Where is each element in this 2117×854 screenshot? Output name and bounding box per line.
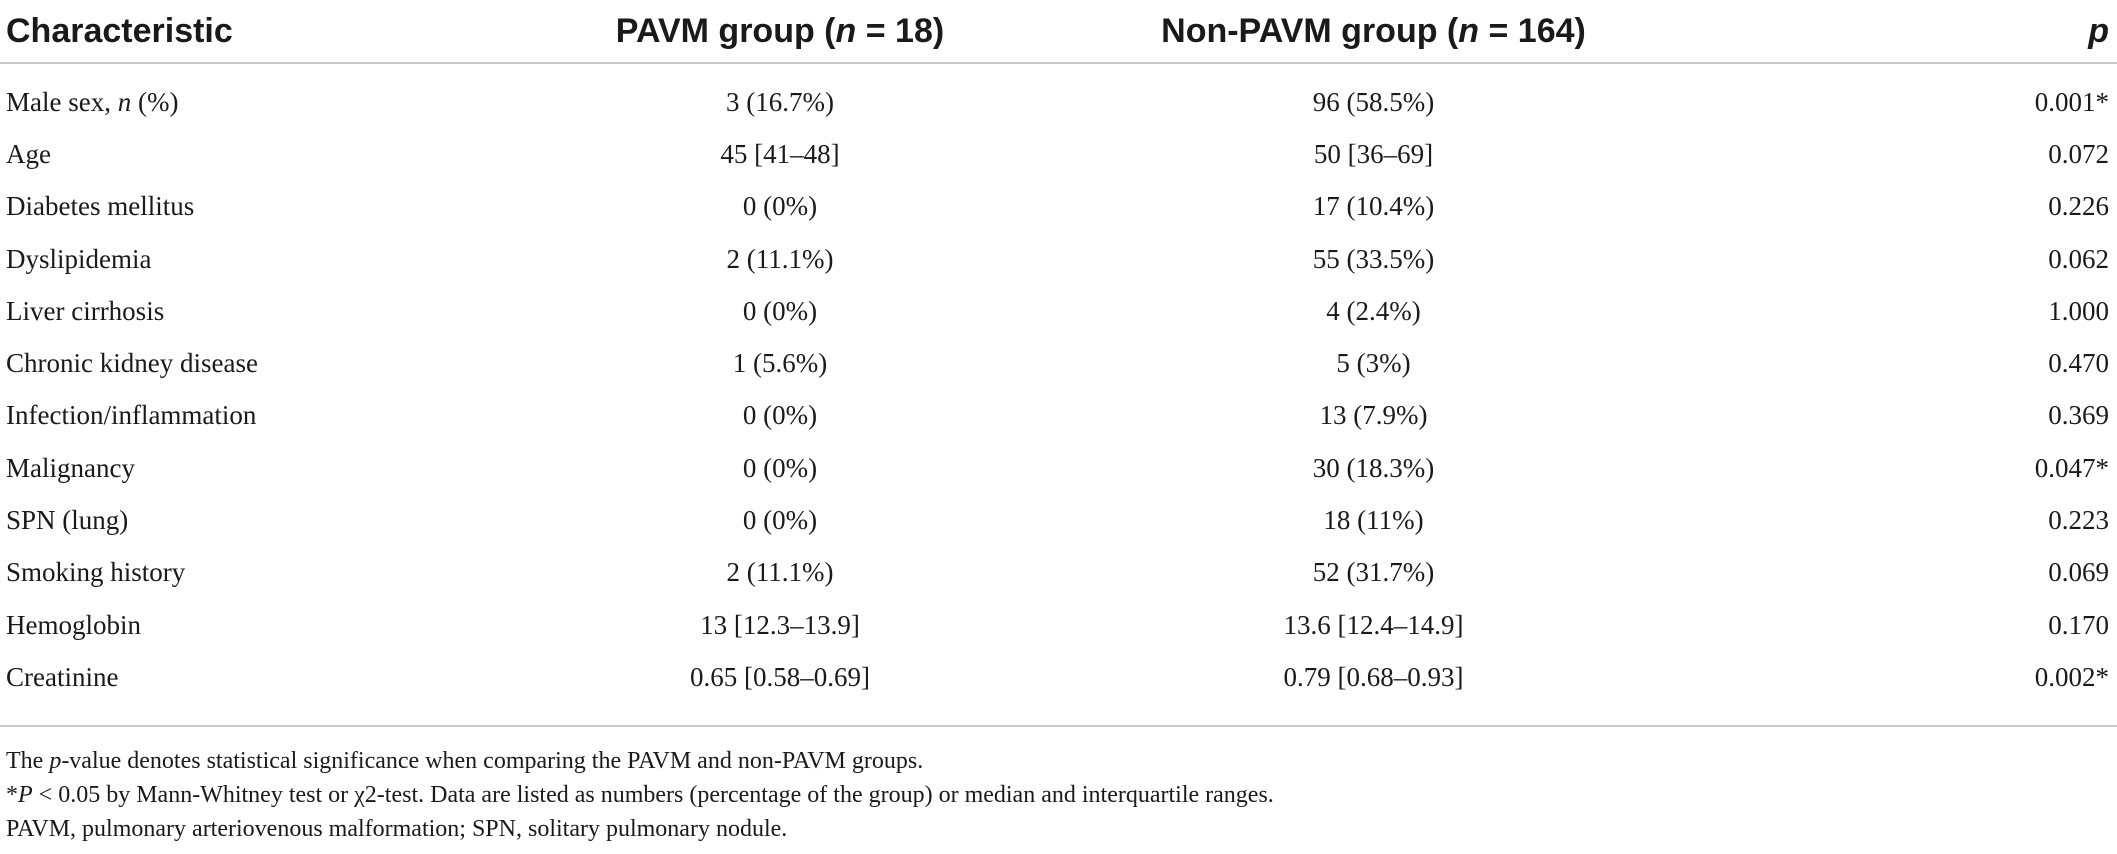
cell-pavm: 0 (0%) xyxy=(742,400,818,431)
cell-p-value: 0.470 xyxy=(2048,348,2109,379)
header-pavm-suffix: = 18) xyxy=(856,11,945,50)
table-row: Smoking history 2 (11.1%) 52 (31.7%) 0.0… xyxy=(0,547,2117,599)
header-pavm-group: PAVM group (n = 18) xyxy=(520,0,1040,64)
cell-characteristic: Male sex, n (%) xyxy=(0,63,520,128)
cell-pavm: 0 (0%) xyxy=(742,505,818,536)
cell-characteristic: Diabetes mellitus xyxy=(6,191,195,222)
table-row: Hemoglobin 13 [12.3–13.9] 13.6 [12.4–14.… xyxy=(0,599,2117,651)
cell-p-value: 0.223 xyxy=(2048,505,2109,536)
cell-characteristic: Hemoglobin xyxy=(6,609,141,640)
cell-p-value: 0.002* xyxy=(2034,661,2109,692)
cell-p-value: 0.001* xyxy=(2034,86,2109,117)
footnote-italic: P xyxy=(18,782,33,808)
header-characteristic-label: Characteristic xyxy=(6,11,233,50)
cell-non-pavm: 0.79 [0.68–0.93] xyxy=(1283,661,1464,692)
char-suffix: (%) xyxy=(131,86,179,117)
cell-characteristic: Creatinine xyxy=(6,661,119,692)
cell-non-pavm: 4 (2.4%) xyxy=(1326,295,1421,326)
cell-characteristic: Malignancy xyxy=(6,452,135,483)
cell-non-pavm: 5 (3%) xyxy=(1336,348,1411,379)
cell-p-value: 1.000 xyxy=(2048,295,2109,326)
cell-non-pavm: 55 (33.5%) xyxy=(1312,243,1435,274)
cell-non-pavm: 96 (58.5%) xyxy=(1312,86,1435,117)
table-bottom-divider xyxy=(0,725,2117,727)
cell-p-value: 0.062 xyxy=(2048,243,2109,274)
cell-p-value: 0.069 xyxy=(2048,557,2109,588)
cell-non-pavm: 17 (10.4%) xyxy=(1312,191,1435,222)
header-non-prefix: Non-PAVM group ( xyxy=(1161,11,1459,50)
data-table-container: Characteristic PAVM group (n = 18) Non-P… xyxy=(0,0,2117,704)
header-non-suffix: = 164) xyxy=(1479,11,1586,50)
table-row: SPN (lung) 0 (0%) 18 (11%) 0.223 xyxy=(0,494,2117,546)
header-non-pavm-group: Non-PAVM group (n = 164) xyxy=(1040,0,1707,64)
table-row: Chronic kidney disease 1 (5.6%) 5 (3%) 0… xyxy=(0,337,2117,389)
cell-pavm: 3 (16.7%) xyxy=(726,86,834,117)
cell-characteristic: Smoking history xyxy=(6,557,186,588)
characteristics-table: Characteristic PAVM group (n = 18) Non-P… xyxy=(0,0,2117,704)
cell-pavm: 0 (0%) xyxy=(742,295,818,326)
cell-pavm: 0 (0%) xyxy=(742,191,818,222)
cell-non-pavm: 52 (31.7%) xyxy=(1312,557,1435,588)
cell-p-value: 0.170 xyxy=(2048,609,2109,640)
table-row: Diabetes mellitus 0 (0%) 17 (10.4%) 0.22… xyxy=(0,181,2117,233)
header-p-label: p xyxy=(2088,11,2109,50)
table-row: Age 45 [41–48] 50 [36–69] 0.072 xyxy=(0,128,2117,180)
footnote-text: * xyxy=(6,782,18,808)
table-row: Male sex, n (%) 3 (16.7%) 96 (58.5%) 0.0… xyxy=(0,63,2117,128)
header-p-value: p xyxy=(1707,0,2117,64)
cell-pavm: 2 (11.1%) xyxy=(726,557,834,588)
cell-characteristic: Liver cirrhosis xyxy=(6,295,165,326)
cell-characteristic: Dyslipidemia xyxy=(6,243,152,274)
footnote-text: < 0.05 by Mann-Whitney test or χ2-test. … xyxy=(32,782,1274,808)
header-pavm-n: n xyxy=(835,11,857,50)
cell-characteristic: Infection/inflammation xyxy=(6,400,257,431)
cell-pavm: 2 (11.1%) xyxy=(726,243,834,274)
cell-pavm: 0.65 [0.58–0.69] xyxy=(690,661,870,692)
table-row: Infection/inflammation 0 (0%) 13 (7.9%) … xyxy=(0,390,2117,442)
table-row: Creatinine 0.65 [0.58–0.69] 0.79 [0.68–0… xyxy=(0,651,2117,703)
footnote-text: -value denotes statistical significance … xyxy=(61,748,924,774)
header-characteristic: Characteristic xyxy=(0,0,520,64)
char-text: Male sex, xyxy=(6,86,118,117)
char-italic: n xyxy=(117,86,132,117)
table-row: Liver cirrhosis 0 (0%) 4 (2.4%) 1.000 xyxy=(0,285,2117,337)
footnote-abbreviations: PAVM, pulmonary arteriovenous malformati… xyxy=(6,816,788,842)
header-pavm-prefix: PAVM group ( xyxy=(615,11,836,50)
cell-characteristic: SPN (lung) xyxy=(6,505,129,536)
cell-p-value: 0.047* xyxy=(2034,452,2109,483)
cell-pavm: 45 [41–48] xyxy=(720,138,840,169)
footnote-text: The xyxy=(6,748,50,774)
cell-p-value: 0.369 xyxy=(2048,400,2109,431)
cell-pavm: 13 [12.3–13.9] xyxy=(700,609,860,640)
table-header-row: Characteristic PAVM group (n = 18) Non-P… xyxy=(0,0,2117,64)
cell-p-value: 0.072 xyxy=(2048,138,2109,169)
cell-characteristic: Chronic kidney disease xyxy=(6,348,258,379)
cell-pavm: 0 (0%) xyxy=(742,452,818,483)
cell-characteristic: Age xyxy=(6,138,51,169)
header-non-n: n xyxy=(1458,11,1480,50)
footnote-italic: p xyxy=(49,748,62,774)
cell-p-value: 0.226 xyxy=(2048,191,2109,222)
cell-pavm: 1 (5.6%) xyxy=(732,348,828,379)
cell-non-pavm: 50 [36–69] xyxy=(1313,138,1434,169)
cell-non-pavm: 13.6 [12.4–14.9] xyxy=(1283,609,1464,640)
table-row: Dyslipidemia 2 (11.1%) 55 (33.5%) 0.062 xyxy=(0,233,2117,285)
table-footnotes: The p-value denotes statistical signific… xyxy=(6,744,2106,846)
cell-non-pavm: 30 (18.3%) xyxy=(1312,452,1435,483)
footnote-p-value: The p-value denotes statistical signific… xyxy=(6,744,2106,778)
cell-non-pavm: 18 (11%) xyxy=(1323,505,1424,536)
footnote-significance: *P < 0.05 by Mann-Whitney test or χ2-tes… xyxy=(6,778,2106,812)
cell-non-pavm: 13 (7.9%) xyxy=(1319,400,1428,431)
table-row: Malignancy 0 (0%) 30 (18.3%) 0.047* xyxy=(0,442,2117,494)
table-body: Male sex, n (%) 3 (16.7%) 96 (58.5%) 0.0… xyxy=(0,63,2117,704)
